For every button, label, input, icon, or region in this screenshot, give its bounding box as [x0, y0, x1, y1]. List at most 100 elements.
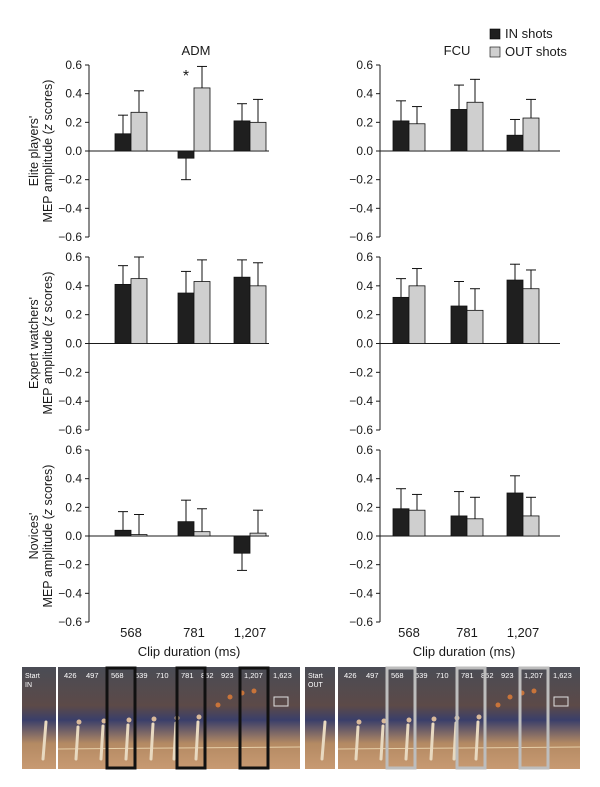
highlight-box [455, 666, 487, 770]
player-figure [474, 720, 480, 761]
y-tick-label: 0.2 [356, 308, 373, 322]
bar-out-568 [408, 285, 426, 344]
bar-in-568 [392, 120, 410, 152]
player-figure [429, 722, 435, 761]
frame-time-label: 639 [415, 671, 428, 680]
frame-time-label: 710 [156, 671, 169, 680]
y-tick-label: 0.4 [65, 279, 82, 293]
player-figure [194, 720, 200, 761]
bar-in-781 [177, 150, 195, 159]
y-tick-label: 0.0 [65, 529, 82, 543]
bar-out-1207 [522, 117, 540, 152]
y-tick-label: 0.6 [65, 58, 82, 72]
frame-time-label: 1,623 [553, 671, 572, 680]
court-line [337, 746, 581, 750]
row-label-expert-line1: Expert watchers' [27, 297, 41, 389]
y-tick-label: 0.2 [65, 115, 82, 129]
category-label-1207-left: 1,207 [234, 625, 267, 640]
panel-fcu-novices: 0.6 0.4 0.2 0.0 −0.2 −0.4 −0.6 [349, 443, 560, 629]
bar-in-1207 [506, 134, 524, 152]
legend-swatch-in [489, 28, 501, 40]
bar-in-1207 [506, 492, 524, 537]
court-line [57, 746, 301, 750]
y-tick-label: −0.2 [349, 173, 373, 187]
frame-time-label: 497 [86, 671, 99, 680]
start-frame [305, 667, 335, 769]
bar-in-781 [177, 521, 195, 537]
player-figure [320, 720, 327, 761]
player-figure [74, 725, 80, 761]
frame-time-label: 426 [344, 671, 357, 680]
row-label-elite-line2: MEP amplitude (z scores) [41, 80, 55, 223]
player-head [406, 717, 412, 723]
row-label-elite-line1: Elite players' [27, 116, 41, 186]
bar-out-1207 [522, 288, 540, 344]
frame-time-label: 426 [64, 671, 77, 680]
row-label-novices-line2: MEP amplitude (z scores) [41, 465, 55, 608]
frame-time-label: 497 [366, 671, 379, 680]
player-head [196, 714, 202, 720]
player-head [76, 719, 82, 725]
start-label-line2: OUT [308, 682, 324, 689]
player-figure [41, 720, 48, 761]
y-tick-label: 0.2 [356, 115, 373, 129]
highlight-box [238, 666, 270, 770]
player-head [101, 718, 107, 724]
y-tick-label: −0.6 [349, 615, 373, 629]
bar-out-781 [466, 518, 484, 537]
y-tick-label: 0.2 [65, 308, 82, 322]
frame-time-label: 923 [221, 671, 234, 680]
highlight-box [518, 666, 550, 770]
player-head [126, 717, 132, 723]
y-tick-label: 0.6 [356, 250, 373, 264]
bar-in-568 [392, 508, 410, 537]
frame-time-label: 852 [201, 671, 214, 680]
bar-in-781 [450, 109, 468, 152]
highlight-box [105, 666, 137, 770]
y-tick-label: 0.6 [65, 443, 82, 457]
row-label-elite: Elite players' MEP amplitude (z scores) [27, 80, 55, 223]
y-tick-label: 0.6 [356, 443, 373, 457]
frame-time-label: 1,623 [273, 671, 292, 680]
y-tick-label: 0.6 [356, 58, 373, 72]
bar-in-568 [114, 529, 132, 537]
bar-out-1207 [249, 285, 267, 344]
frame-time-label: 781 [461, 671, 474, 680]
y-tick-label: 0.4 [65, 472, 82, 486]
player-head [381, 718, 387, 724]
category-label-781-right: 781 [456, 625, 478, 640]
category-label-568-right: 568 [398, 625, 420, 640]
ball [215, 702, 221, 708]
start-label-line1: Start [25, 673, 40, 680]
y-tick-label: −0.6 [349, 230, 373, 244]
panel-fcu-elite: 0.6 0.4 0.2 0.0 −0.2 −0.4 −0.6 [349, 58, 560, 244]
bar-out-1207 [249, 121, 267, 152]
ball [495, 702, 501, 708]
y-tick-label: −0.4 [58, 201, 82, 215]
bar-in-1207 [506, 279, 524, 344]
bar-in-781 [450, 305, 468, 344]
frame-time-label: 710 [436, 671, 449, 680]
y-tick-label: −0.2 [58, 558, 82, 572]
y-tick-label: 0.4 [65, 87, 82, 101]
row-label-novices-line1: Novices' [27, 513, 41, 560]
player-figure [124, 723, 130, 761]
bar-out-1207 [522, 515, 540, 537]
player-figure [404, 723, 410, 761]
y-tick-label: 0.0 [356, 529, 373, 543]
ball [251, 688, 257, 694]
bar-in-1207 [233, 535, 251, 554]
panel-adm-novices: 0.6 0.4 0.2 0.0 −0.2 −0.4 −0.6 [58, 443, 269, 629]
start-label-line1: Start [308, 673, 323, 680]
bar-out-781 [193, 281, 211, 344]
frame-time-label: 1,207 [524, 671, 543, 680]
y-tick-label: 0.2 [65, 500, 82, 514]
legend: IN shots OUT shots [489, 26, 567, 59]
frame-time-label: 568 [391, 671, 404, 680]
bar-out-781 [466, 309, 484, 344]
category-label-568-left: 568 [120, 625, 142, 640]
bar-out-781 [193, 87, 211, 152]
row-label-expert: Expert watchers' MEP amplitude (z scores… [27, 272, 55, 415]
bar-out-781 [466, 101, 484, 152]
